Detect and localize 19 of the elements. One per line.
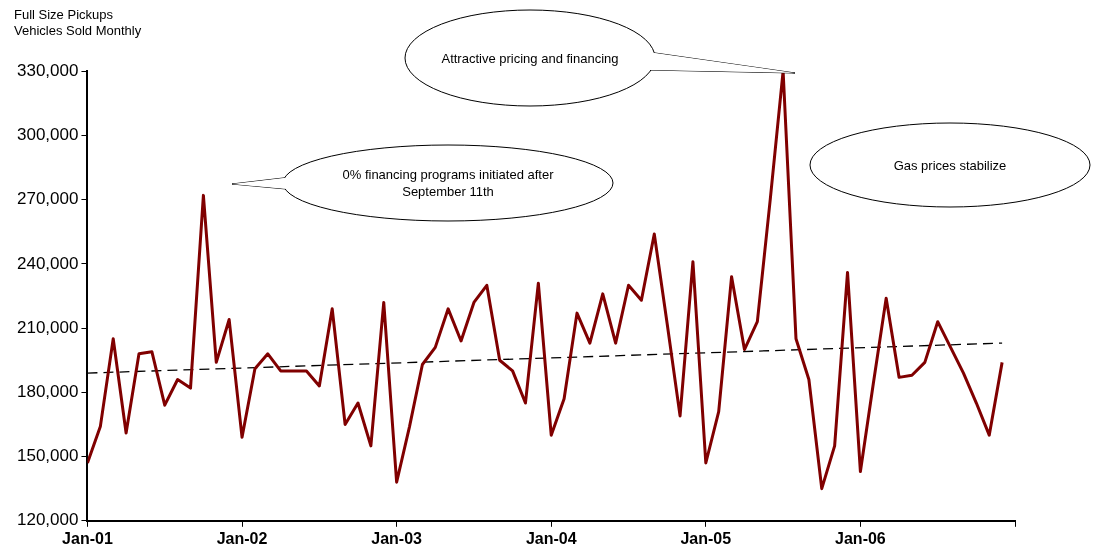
- y-tick-label: 120,000: [17, 510, 79, 530]
- y-tick-label: 300,000: [17, 125, 79, 145]
- x-tick-label: Jan-02: [216, 529, 268, 547]
- chart-title: Full Size Pickups: [14, 7, 114, 23]
- y-tick-label: 330,000: [17, 60, 79, 80]
- x-tick-label: Jan-04: [525, 529, 577, 547]
- x-tick-label: Jan-05: [680, 529, 732, 547]
- y-tick-label: 240,000: [17, 253, 79, 273]
- y-tick-label: 150,000: [17, 446, 79, 466]
- x-tick-label: Jan-03: [371, 529, 423, 547]
- text: Attractive pricing and financing: [440, 49, 620, 68]
- annotation: 0% financing programs initiated after September 11th: [341, 166, 555, 201]
- annotation: Gas prices stabilize: [892, 156, 1008, 175]
- y-tick-label: 210,000: [17, 317, 79, 337]
- x-tick-label: Jan-01: [62, 529, 113, 547]
- y-tick-label: 270,000: [17, 189, 79, 209]
- x-tick-label: Jan-06: [835, 529, 886, 547]
- y-tick-label: 180,000: [17, 382, 79, 402]
- chart-subtitle: Vehicles Sold Monthly: [14, 22, 142, 38]
